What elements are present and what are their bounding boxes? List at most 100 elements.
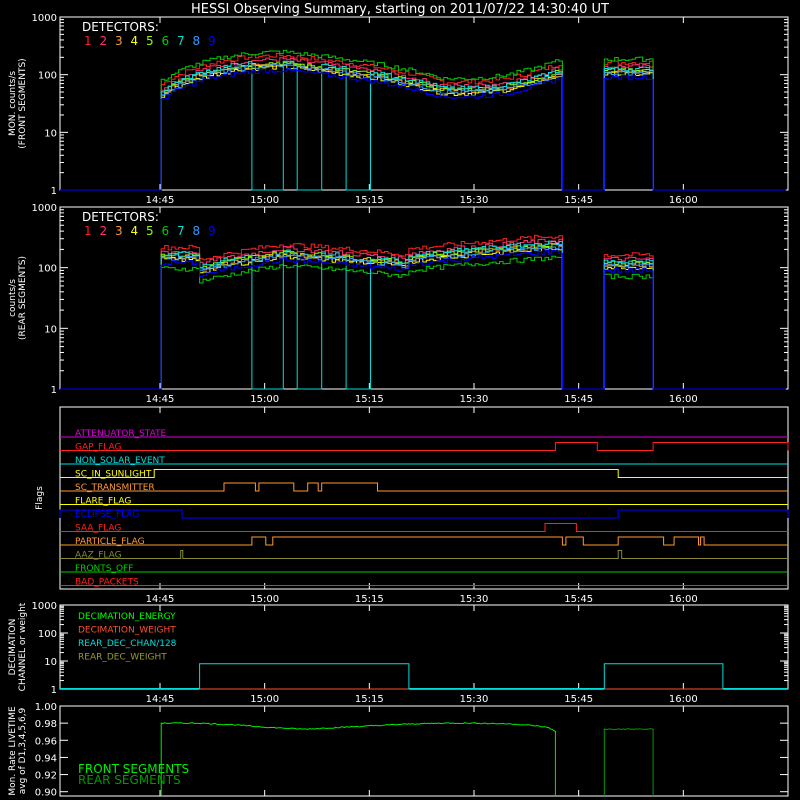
flag-label: BAD_PACKETS bbox=[75, 578, 139, 588]
detector-6-series bbox=[60, 255, 786, 390]
flag-label: SC_IN_SUNLIGHT bbox=[75, 470, 152, 480]
detector-9-series bbox=[60, 67, 786, 191]
time-tick-label: 15:30 bbox=[460, 394, 489, 405]
legend-item-7: 7 bbox=[177, 34, 185, 48]
legend-item-1: 1 bbox=[84, 224, 92, 238]
panel-frame bbox=[59, 406, 789, 590]
detector-6-series bbox=[60, 49, 786, 191]
flag-label: NON_SOLAR_EVENT bbox=[75, 456, 165, 466]
y-axis-label: CHANNEL or weight bbox=[18, 602, 28, 691]
flag-label: SAA_FLAG bbox=[75, 524, 121, 534]
legend-item: REAR_DEC_WEIGHT bbox=[78, 653, 167, 663]
y-tick-label: 0.94 bbox=[35, 753, 57, 764]
time-tick-label: 15:45 bbox=[564, 394, 593, 405]
detector-7-series bbox=[60, 240, 786, 390]
legend-item-5: 5 bbox=[146, 34, 154, 48]
panel-3: 14:45 15:00 15:15 15:30 15:45 16:00 Flags ATTEN… bbox=[35, 406, 789, 605]
time-tick-label: 14:45 bbox=[146, 394, 175, 405]
time-tick-label: 15:00 bbox=[250, 694, 279, 705]
y-tick-label: 1.00 bbox=[35, 702, 57, 713]
legend-item-8: 8 bbox=[193, 34, 201, 48]
legend-item-4: 4 bbox=[131, 224, 139, 238]
time-tick-label: 15:00 bbox=[250, 195, 279, 206]
y-tick-label: 1 bbox=[51, 685, 57, 696]
flag-label: FRONTS_OFF bbox=[75, 564, 133, 574]
time-tick-label: 14:45 bbox=[146, 694, 175, 705]
legend-item-9: 9 bbox=[208, 224, 216, 238]
time-tick-label: 16:00 bbox=[669, 694, 698, 705]
flag-trace bbox=[60, 523, 788, 532]
time-tick-label: 15:15 bbox=[355, 195, 384, 206]
flag-trace bbox=[60, 469, 788, 478]
legend-item-1: 1 bbox=[84, 34, 92, 48]
legend-item: FRONT SEGMENTS bbox=[78, 762, 189, 776]
y-tick-label: 10 bbox=[44, 657, 57, 668]
legend-item-9: 9 bbox=[208, 34, 216, 48]
panel-frame bbox=[59, 206, 789, 390]
legend-item: DECIMATION_WEIGHT bbox=[78, 626, 176, 636]
y-tick-label: 0.92 bbox=[35, 771, 57, 782]
legend-item: DECIMATION_ENERGY bbox=[78, 612, 176, 622]
legend-title: DETECTORS: bbox=[82, 20, 159, 34]
flag-label: FLARE_FLAG bbox=[75, 497, 131, 507]
legend-item-7: 7 bbox=[177, 224, 185, 238]
legend-item-3: 3 bbox=[115, 224, 123, 238]
flag-label: PARTICLE_FLAG bbox=[75, 537, 145, 547]
flag-label: GAP_FLAG bbox=[75, 443, 121, 453]
legend-item-6: 6 bbox=[162, 224, 170, 238]
y-tick-label: 100 bbox=[38, 264, 57, 275]
y-axis-label: MON. counts/s bbox=[8, 71, 18, 136]
legend-item-4: 4 bbox=[131, 34, 139, 48]
y-tick-label: 1 bbox=[51, 385, 57, 396]
y-axis-label: (FRONT SEGMENTS) bbox=[18, 58, 28, 148]
time-tick-label: 16:00 bbox=[669, 195, 698, 206]
flag-label: SC_TRANSMITTER bbox=[75, 483, 155, 493]
detector-7-series bbox=[60, 60, 786, 191]
y-tick-label: 100 bbox=[38, 71, 57, 82]
flag-label: ECLIPSE_FLAG bbox=[75, 510, 139, 520]
flag-trace bbox=[60, 536, 788, 546]
y-tick-label: 1000 bbox=[32, 203, 57, 214]
time-tick-label: 15:00 bbox=[250, 394, 279, 405]
detector-1-series bbox=[60, 234, 786, 390]
panel-2: 14:45 15:00 15:15 15:30 15:45 16:00 counts/s (R… bbox=[8, 203, 789, 405]
y-tick-label: 0.98 bbox=[35, 719, 57, 730]
flag-trace bbox=[60, 550, 788, 559]
detector-1-series bbox=[60, 52, 786, 191]
detector-2-series bbox=[60, 57, 786, 191]
panel-1: 14:45 15:00 15:15 15:30 15:45 16:00 MON. count… bbox=[8, 13, 789, 206]
time-tick-label: 15:30 bbox=[460, 694, 489, 705]
time-tick-label: 15:15 bbox=[355, 394, 384, 405]
time-tick-label: 15:45 bbox=[564, 694, 593, 705]
flag-label: AAZ_FLAG bbox=[75, 551, 122, 561]
y-tick-label: 0.90 bbox=[35, 788, 57, 799]
detector-4-series bbox=[60, 246, 786, 390]
flag-trace bbox=[59, 509, 789, 519]
y-tick-label: 10 bbox=[44, 128, 57, 139]
chart-title: HESSI Observing Summary, starting on 201… bbox=[191, 2, 609, 17]
legend-title: DETECTORS: bbox=[82, 210, 159, 224]
time-tick-label: 14:45 bbox=[146, 594, 175, 605]
time-tick-label: 15:30 bbox=[460, 594, 489, 605]
livetime-series bbox=[603, 728, 654, 796]
decimation-trace bbox=[60, 663, 788, 689]
time-tick-label: 15:00 bbox=[250, 594, 279, 605]
flag-trace bbox=[60, 442, 789, 451]
y-tick-label: 1000 bbox=[32, 13, 57, 24]
time-tick-label: 14:45 bbox=[146, 195, 175, 206]
detector-9-series bbox=[60, 249, 786, 390]
y-tick-label: 100 bbox=[38, 629, 57, 640]
detector-8-series bbox=[60, 244, 786, 390]
y-tick-label: 1 bbox=[51, 186, 57, 197]
legend-item-6: 6 bbox=[162, 34, 170, 48]
y-axis-label: Mon. Rate LIVETIME bbox=[8, 706, 18, 796]
legend-item: REAR SEGMENTS bbox=[78, 773, 181, 787]
legend-item-3: 3 bbox=[115, 34, 123, 48]
flag-label: ATTENUATOR_STATE bbox=[75, 429, 167, 439]
time-tick-label: 15:15 bbox=[355, 594, 384, 605]
panel-frame bbox=[59, 16, 789, 191]
y-axis-label: DECIMATION bbox=[8, 619, 18, 676]
y-tick-label: 10 bbox=[44, 324, 57, 335]
y-tick-label: 0.96 bbox=[35, 736, 57, 747]
